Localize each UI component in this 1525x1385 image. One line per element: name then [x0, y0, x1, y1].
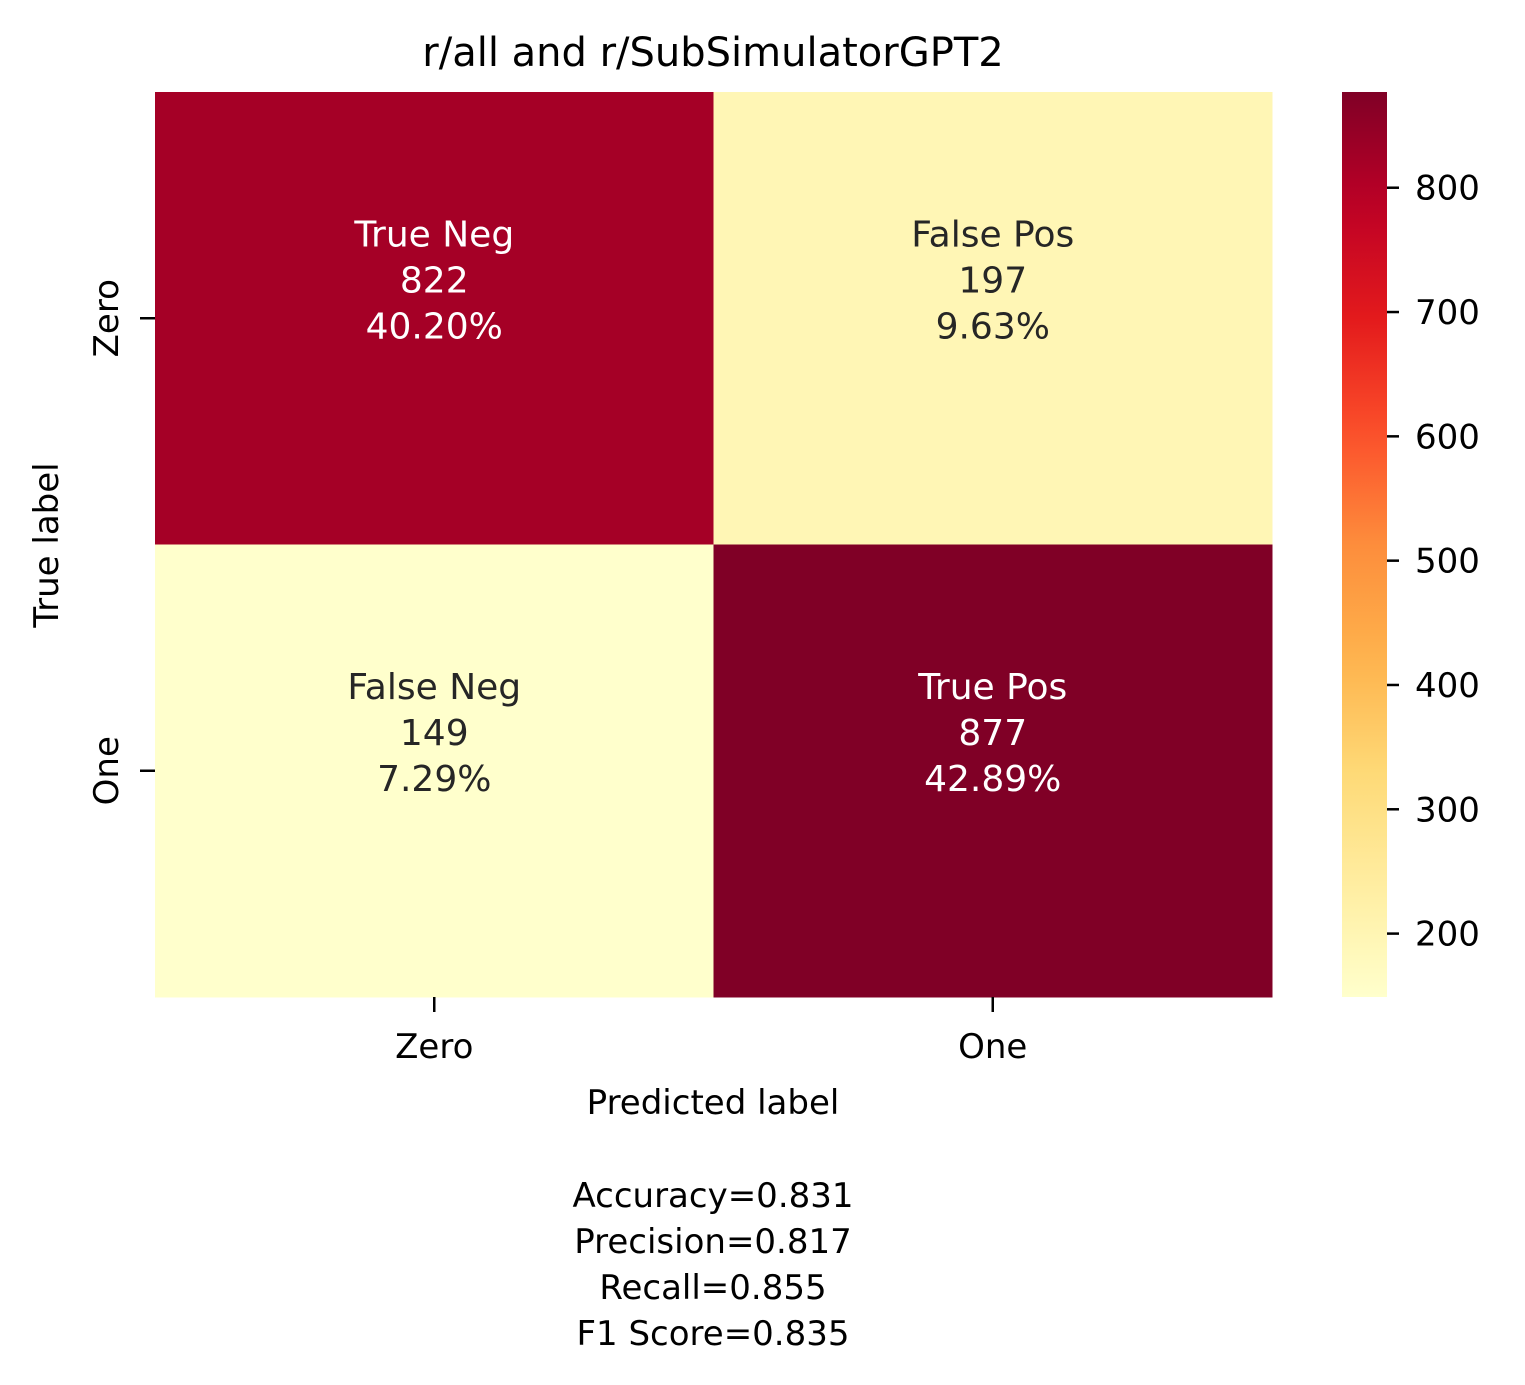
colorbar: 200 300 400 500 600 700 800	[1342, 92, 1480, 997]
cell-count-label: 877	[958, 713, 1027, 754]
x-axis-ticks: Zero One	[395, 997, 1027, 1067]
chart-title: r/all and r/SubSimulatorGPT2	[422, 30, 1003, 76]
colorbar-tick-label: 200	[1415, 915, 1480, 955]
x-tick-label: One	[958, 1027, 1027, 1067]
colorbar-tick-label: 600	[1415, 417, 1480, 457]
colorbar-tick-label: 700	[1415, 293, 1480, 333]
cell-name-label: False Neg	[347, 667, 521, 708]
colorbar-tick-label: 400	[1415, 666, 1480, 706]
cell-name-label: True Pos	[917, 667, 1067, 708]
colorbar-gradient	[1342, 92, 1387, 997]
y-tick-label: One	[87, 736, 127, 805]
heatmap-cell	[713, 92, 1273, 545]
cell-percent-label: 42.89%	[924, 759, 1061, 800]
heatmap-cells	[155, 92, 1273, 998]
colorbar-tick-label: 800	[1415, 169, 1480, 209]
x-axis-label: Predicted label	[587, 1083, 840, 1123]
cell-count-label: 149	[400, 713, 469, 754]
cell-count-label: 197	[958, 260, 1027, 301]
colorbar-tick-label: 500	[1415, 542, 1480, 582]
heatmap-cell	[155, 544, 714, 998]
metric-line: F1 Score=0.835	[576, 1314, 849, 1354]
y-axis-label: True label	[27, 462, 67, 628]
cell-percent-label: 9.63%	[936, 306, 1050, 347]
metric-line: Precision=0.817	[574, 1222, 852, 1262]
cell-percent-label: 40.20%	[366, 306, 503, 347]
cell-percent-label: 7.29%	[377, 759, 491, 800]
metric-line: Accuracy=0.831	[572, 1176, 853, 1216]
x-tick-label: Zero	[395, 1027, 473, 1067]
cell-name-label: True Neg	[353, 214, 514, 255]
y-tick-label: Zero	[87, 279, 127, 357]
heatmap-cell	[155, 92, 714, 545]
metric-line: Recall=0.855	[599, 1268, 826, 1308]
heatmap-cell	[713, 544, 1273, 998]
cell-name-label: False Pos	[911, 214, 1074, 255]
metrics-block: Accuracy=0.831 Precision=0.817 Recall=0.85…	[572, 1176, 853, 1354]
cell-count-label: 822	[400, 260, 469, 301]
y-axis-ticks: Zero One	[87, 279, 155, 805]
colorbar-tick-label: 300	[1415, 790, 1480, 830]
heatmap-cell-labels: True Neg 822 40.20% False Pos 197 9.63% False …	[347, 214, 1074, 800]
